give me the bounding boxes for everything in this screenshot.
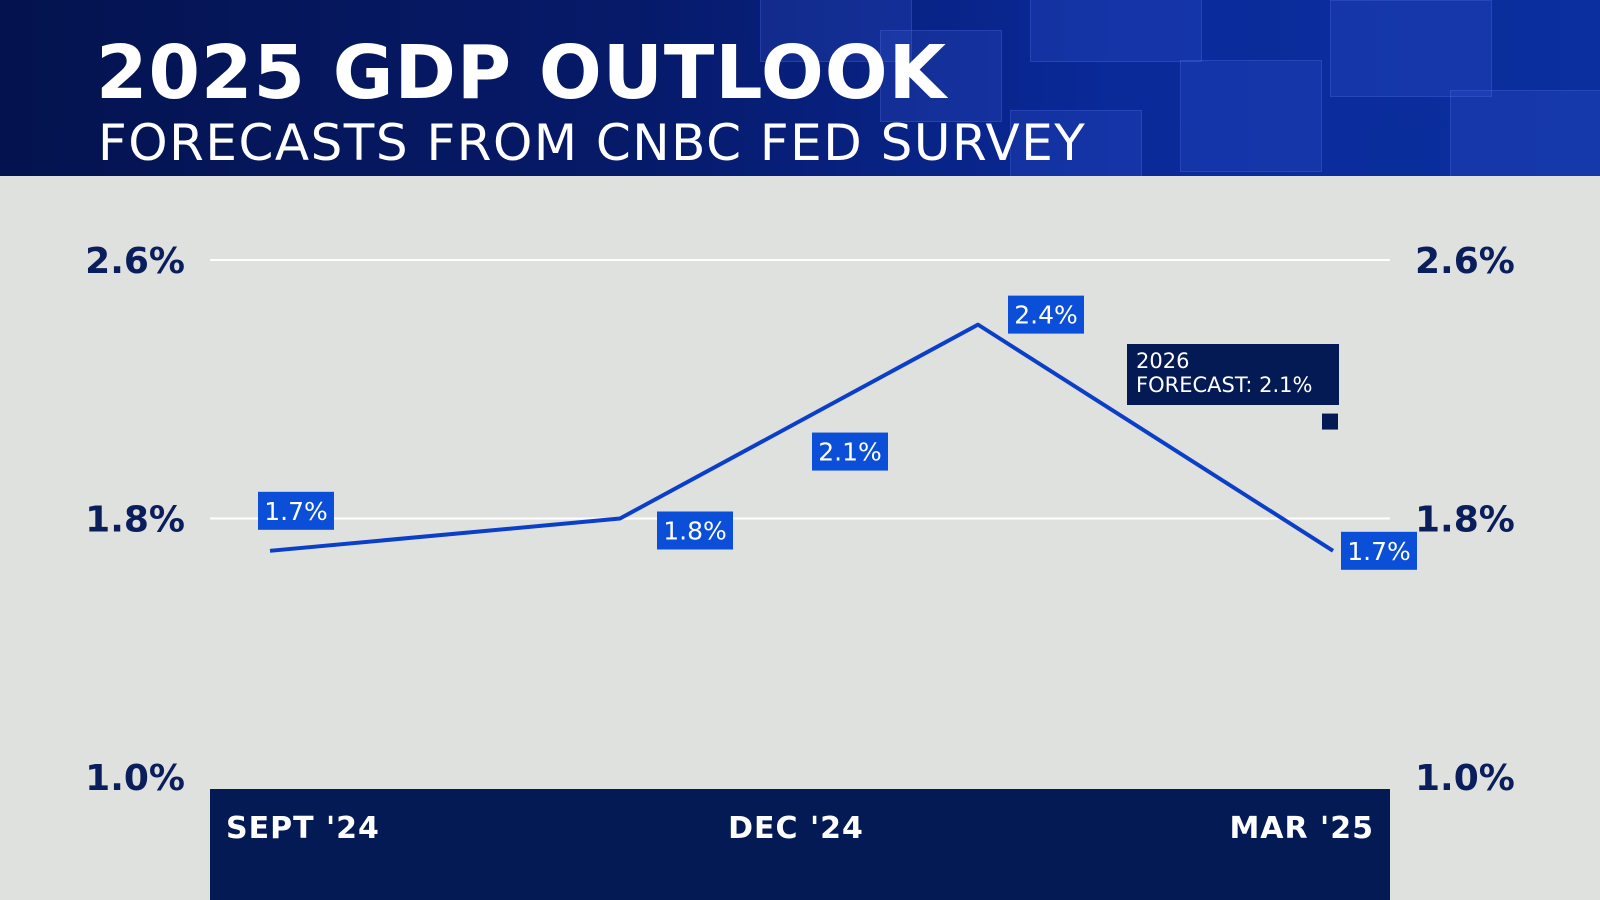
y-tick-label-left: 1.8% [85,500,185,541]
y-tick-label-left: 2.6% [85,241,185,282]
background-cube [880,30,1002,122]
data-label: 1.7% [258,491,334,530]
chart-title: 2025 GDP OUTLOOK [96,30,948,116]
forecast-note-line: 2026 [1136,349,1189,373]
data-label: 1.7% [1341,531,1417,570]
forecast-2026-marker [1322,413,1338,430]
data-label-text: 1.7% [1347,537,1411,566]
background-cube [1330,0,1492,97]
data-label-box [812,432,888,471]
x-tick-label: SEPT '24 [226,811,380,846]
data-label-box [657,511,733,550]
y-tick-label-right: 1.0% [1415,758,1515,799]
y-tick-label-left: 1.0% [85,758,185,799]
data-label-text: 2.4% [1014,301,1078,330]
x-axis-ticks: SEPT '24 DEC '24 MAR '25 [226,811,1374,846]
gridlines [210,259,1390,520]
header-banner: 2025 GDP OUTLOOK FORECASTS FROM CNBC FED… [0,0,1600,176]
data-label-text: 1.7% [264,497,328,526]
background-cube [1010,110,1142,176]
forecast-note-box [1127,344,1339,405]
data-labels: 1.7% 1.8% 2.1% 2.4% 1.7% [258,295,1417,570]
x-tick-label: DEC '24 [728,811,864,846]
background-cube [1030,0,1202,62]
y-tick-label-right: 1.8% [1415,500,1515,541]
background-cube [1450,90,1600,176]
data-label-text: 1.8% [663,517,727,546]
data-label-box [1341,531,1417,570]
data-label-box [1008,295,1084,334]
background-cube [1180,60,1322,172]
forecast-note-line: FORECAST: 2.1% [1136,373,1312,397]
x-axis-band [210,789,1390,900]
data-label: 2.1% [812,432,888,471]
series-line [269,322,1335,553]
background-cube [760,0,912,62]
data-label-box [258,491,334,530]
y-axis-ticks: 2.6% 2.6% 1.8% 1.8% 1.0% 1.0% [85,241,1515,799]
x-tick-label: MAR '25 [1229,811,1374,846]
data-label: 1.8% [657,511,733,550]
data-label-text: 2.1% [818,438,882,467]
series-line-group [269,322,1335,553]
chart-subtitle: FORECASTS FROM CNBC FED SURVEY [98,114,1087,172]
y-tick-label-right: 2.6% [1415,241,1515,282]
data-label: 2.4% [1008,295,1084,334]
